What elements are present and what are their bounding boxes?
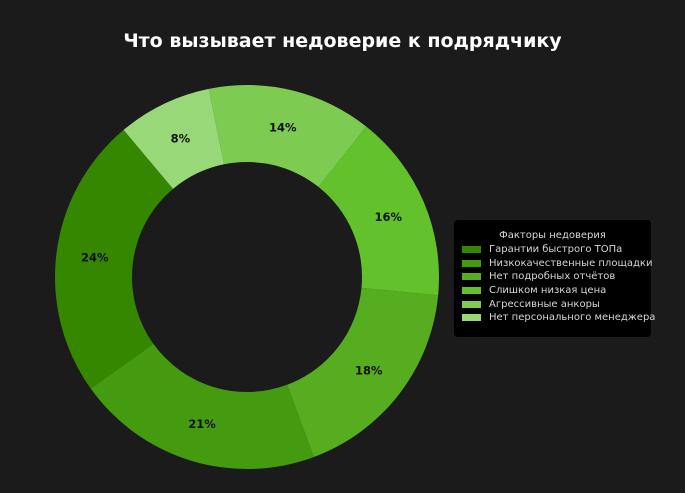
slice-label-1: 24% [81,251,109,265]
donut-slice-1 [54,129,174,389]
slice-label-3: 18% [355,363,383,377]
legend-label-6: Нет персонального менеджера [489,312,656,324]
slice-label-4: 16% [374,210,402,224]
legend-item: Гарантии быстрого ТОПа [462,243,643,257]
legend-item: Нет подробных отчётов [462,270,643,284]
donut-slice-3 [287,287,439,457]
legend-swatch-5 [462,300,481,308]
legend-swatch-2 [462,259,481,267]
donut-slice-6 [123,88,225,189]
legend-swatch-6 [462,314,481,322]
legend-item: Низкокачественные площадки [462,257,652,271]
legend-swatch-3 [462,273,481,281]
legend-swatch-4 [462,287,481,295]
slice-label-2: 21% [188,417,216,431]
legend: Факторы недоверия Гарантии быстрого ТОПа… [454,220,655,337]
chart-title: Что вызывает недоверие к подрядчику [123,30,562,52]
legend-item: Агрессивные анкоры [462,297,643,311]
legend-swatch-1 [462,246,481,254]
donut-slices [54,85,439,470]
legend-item: Слишком низкая цена [462,284,643,298]
donut-slice-2 [90,343,314,470]
legend-item: Нет персонального менеджера [462,311,655,325]
legend-entries: Гарантии быстрого ТОПа Низкокачественные … [462,243,655,325]
slice-label-6: 8% [171,132,191,146]
legend-label-5: Агрессивные анкоры [489,298,600,310]
slice-label-5: 14% [269,121,297,135]
legend-label-2: Низкокачественные площадки [489,257,653,269]
legend-label-1: Гарантии быстрого ТОПа [489,244,623,256]
donut-slice-5 [208,85,367,187]
donut-slice-4 [318,126,439,296]
legend-title: Факторы недоверия [499,230,606,241]
donut-labels: 24% 21% 18% 16% 14% 8% [81,121,403,431]
legend-label-4: Слишком низкая цена [489,285,607,297]
legend-label-3: Нет подробных отчётов [489,271,616,283]
